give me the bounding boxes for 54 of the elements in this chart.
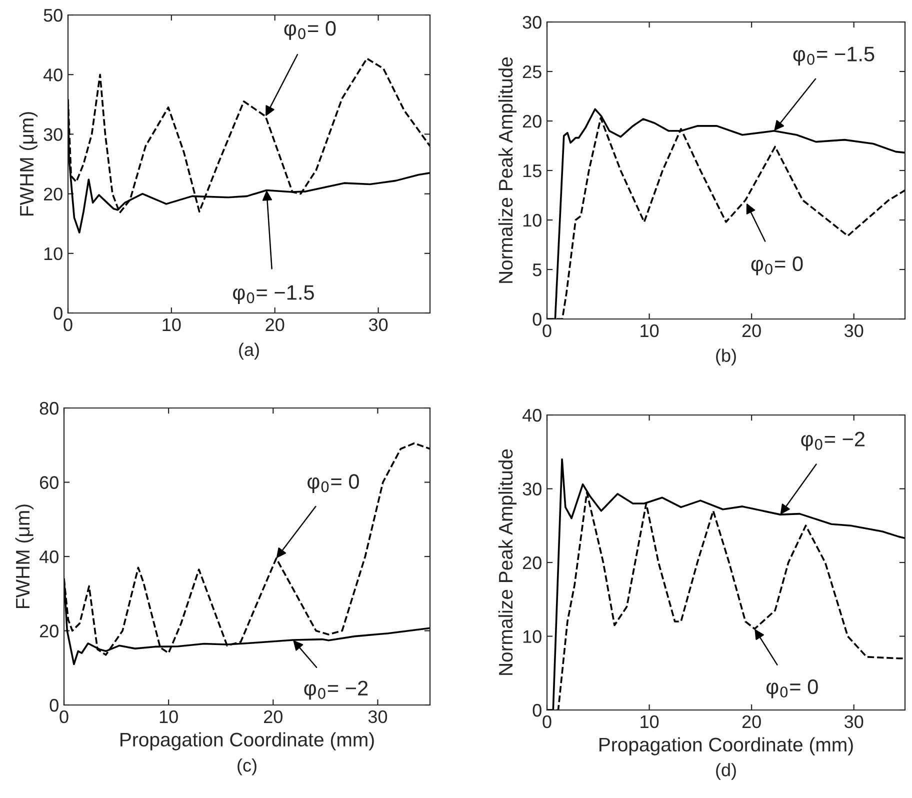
- annotation: φ$_{0}$= 0: [751, 256, 803, 276]
- x-tick-label: 0: [542, 324, 552, 338]
- x-tick-label: 10: [160, 710, 178, 724]
- y-tick-label: 10: [44, 247, 62, 260]
- y-tick-label: 0: [54, 306, 62, 320]
- x-tick-label: 0: [542, 715, 552, 728]
- x-axis-title: Propagation Coordinate (mm): [600, 737, 853, 756]
- y-tick-label: 20: [522, 556, 542, 570]
- x-tick-label: 20: [266, 318, 284, 332]
- annotation: φ$_{0}$= 0: [308, 474, 359, 493]
- x-tick-label: 30: [844, 715, 864, 728]
- annotation: φ$_{0}$= −2: [801, 432, 864, 451]
- x-tick-label: 30: [844, 324, 864, 338]
- y-tick-label: 80: [40, 402, 58, 415]
- y-axis-title: Normalize Peak Amplitude: [498, 449, 516, 675]
- y-tick-label: 0: [50, 698, 58, 712]
- y-tick-label: 5: [532, 264, 542, 276]
- x-tick-label: 0: [64, 318, 72, 332]
- y-tick-label: 20: [40, 624, 58, 638]
- y-tick-label: 30: [44, 128, 62, 141]
- text: (c): [238, 758, 256, 776]
- annotation: φ$_{0}$= −1.5: [793, 46, 874, 66]
- y-tick-label: 15: [523, 164, 542, 178]
- y-tick-label: 40: [39, 550, 58, 564]
- y-tick-label: 50: [44, 8, 62, 22]
- x-tick-label: 10: [162, 318, 181, 332]
- x-tick-label: 10: [640, 715, 659, 728]
- x-tick-label: 20: [264, 710, 282, 724]
- annotation: φ$_{0}$= 0: [284, 20, 336, 40]
- y-tick-label: 40: [522, 408, 542, 422]
- y-axis-title: Normalize Peak Amplitude: [498, 57, 516, 283]
- y-tick-label: 20: [44, 188, 62, 201]
- y-tick-label: 25: [522, 65, 542, 78]
- y-axis-title: FWHM (μm): [19, 112, 38, 216]
- text: (a): [239, 342, 259, 360]
- x-tick-label: 30: [368, 710, 388, 724]
- annotation: φ$_{0}$= −1.5: [233, 285, 314, 304]
- y-tick-label: 60: [40, 476, 58, 489]
- x-axis-title: Propagation Coordinate (mm): [120, 732, 374, 750]
- x-tick-label: 20: [742, 715, 761, 728]
- y-tick-label: 30: [522, 16, 542, 29]
- x-tick-label: 30: [368, 318, 388, 332]
- annotation: φ$_{0}$= 0: [766, 679, 818, 698]
- y-tick-label: 30: [522, 482, 542, 496]
- y-tick-label: 20: [522, 114, 542, 128]
- y-tick-label: 10: [523, 214, 542, 227]
- annotation: φ$_{0}$= −2: [304, 680, 368, 700]
- x-tick-label: 10: [640, 324, 659, 338]
- y-tick-label: 40: [43, 68, 62, 82]
- y-tick-label: 10: [523, 630, 542, 643]
- text: (d): [716, 763, 736, 780]
- text: (b): [716, 348, 736, 366]
- x-tick-label: 20: [742, 324, 761, 338]
- y-axis-title: FWHM (μm): [15, 504, 34, 608]
